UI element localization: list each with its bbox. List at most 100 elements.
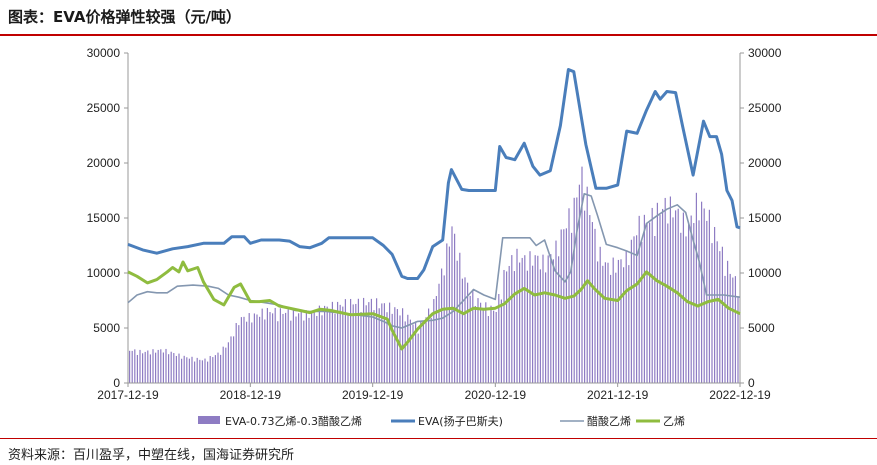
bar [633,236,635,383]
bar [420,320,422,383]
bar [519,262,521,383]
line-series [127,68,741,351]
bar [565,228,567,383]
bar [532,265,534,383]
bar [129,350,131,383]
bar [672,217,674,383]
bar [149,354,151,383]
bar [552,259,554,383]
bar [480,302,482,383]
bar [422,320,424,383]
bar [568,208,570,383]
bar [495,311,497,383]
bar [131,350,133,383]
bar [188,358,190,383]
source-note: 资料来源：百川盈孚，中塑在线，国海证券研究所 [8,448,295,463]
bar [537,255,539,383]
bar [441,268,443,383]
bar [295,316,297,383]
bar [708,209,710,383]
bar [365,305,367,383]
bar [459,252,461,383]
legend-swatch [198,416,220,424]
bar [152,349,154,383]
bar [516,248,518,383]
bar-series [129,166,739,383]
bar [313,310,315,383]
bar [550,254,552,383]
bar [399,315,401,383]
bar [373,310,375,383]
bar [225,347,227,383]
source-rule [0,438,877,439]
bar [732,277,734,383]
bar [344,299,346,383]
bar [617,259,619,383]
bar [175,355,177,383]
bar [259,316,261,383]
bar [305,310,307,383]
bar [649,222,651,383]
title-rule [0,34,877,36]
bar [664,197,666,383]
bar [721,246,723,383]
bar [578,184,580,383]
series-line [127,260,741,351]
bar [136,354,138,383]
bar [352,304,354,383]
bar [233,336,235,383]
y-right-tick-label: 0 [748,376,755,390]
bar [368,302,370,383]
bar [168,354,170,383]
bar [511,255,513,383]
bar [493,310,495,383]
bar [298,313,300,383]
bar [415,321,417,383]
bar [526,270,528,383]
bar [490,305,492,383]
bar [711,243,713,383]
bar [370,298,372,383]
bar [675,210,677,383]
bar [407,314,409,383]
bar [303,320,305,383]
bar [165,348,167,383]
bar [435,296,437,383]
bar [685,236,687,383]
legend-label: EVA(扬子巴斯夫) [418,414,503,428]
bar [659,214,661,383]
bar [391,313,393,383]
bar [630,239,632,383]
bar [261,308,263,383]
chart: 0 5000 10000 15000 20000 25000 30000 0 5000 10000… [87,46,782,428]
bar [339,304,341,383]
bar [282,313,284,383]
legend-label: EVA-0.73乙烯-0.3醋酸乙烯 [225,414,362,428]
bar [558,256,560,383]
bar [246,321,248,383]
bar [272,313,274,383]
bar [183,355,185,383]
bar [139,349,141,383]
bar [487,316,489,383]
bar [162,352,164,383]
bar [331,301,333,383]
bar [217,352,219,383]
bar [160,349,162,383]
bar [456,260,458,383]
bar [646,222,648,383]
bar [428,308,430,383]
bar [508,265,510,383]
bar [656,202,658,383]
bar [610,274,612,383]
bar [316,315,318,383]
bar [636,235,638,383]
bar [571,232,573,383]
bar [144,351,146,383]
bar [500,299,502,383]
bar [194,361,196,383]
bar [227,342,229,383]
x-tick-label: 2017-12-19 [97,388,159,402]
bar [612,257,614,383]
bar [467,282,469,383]
